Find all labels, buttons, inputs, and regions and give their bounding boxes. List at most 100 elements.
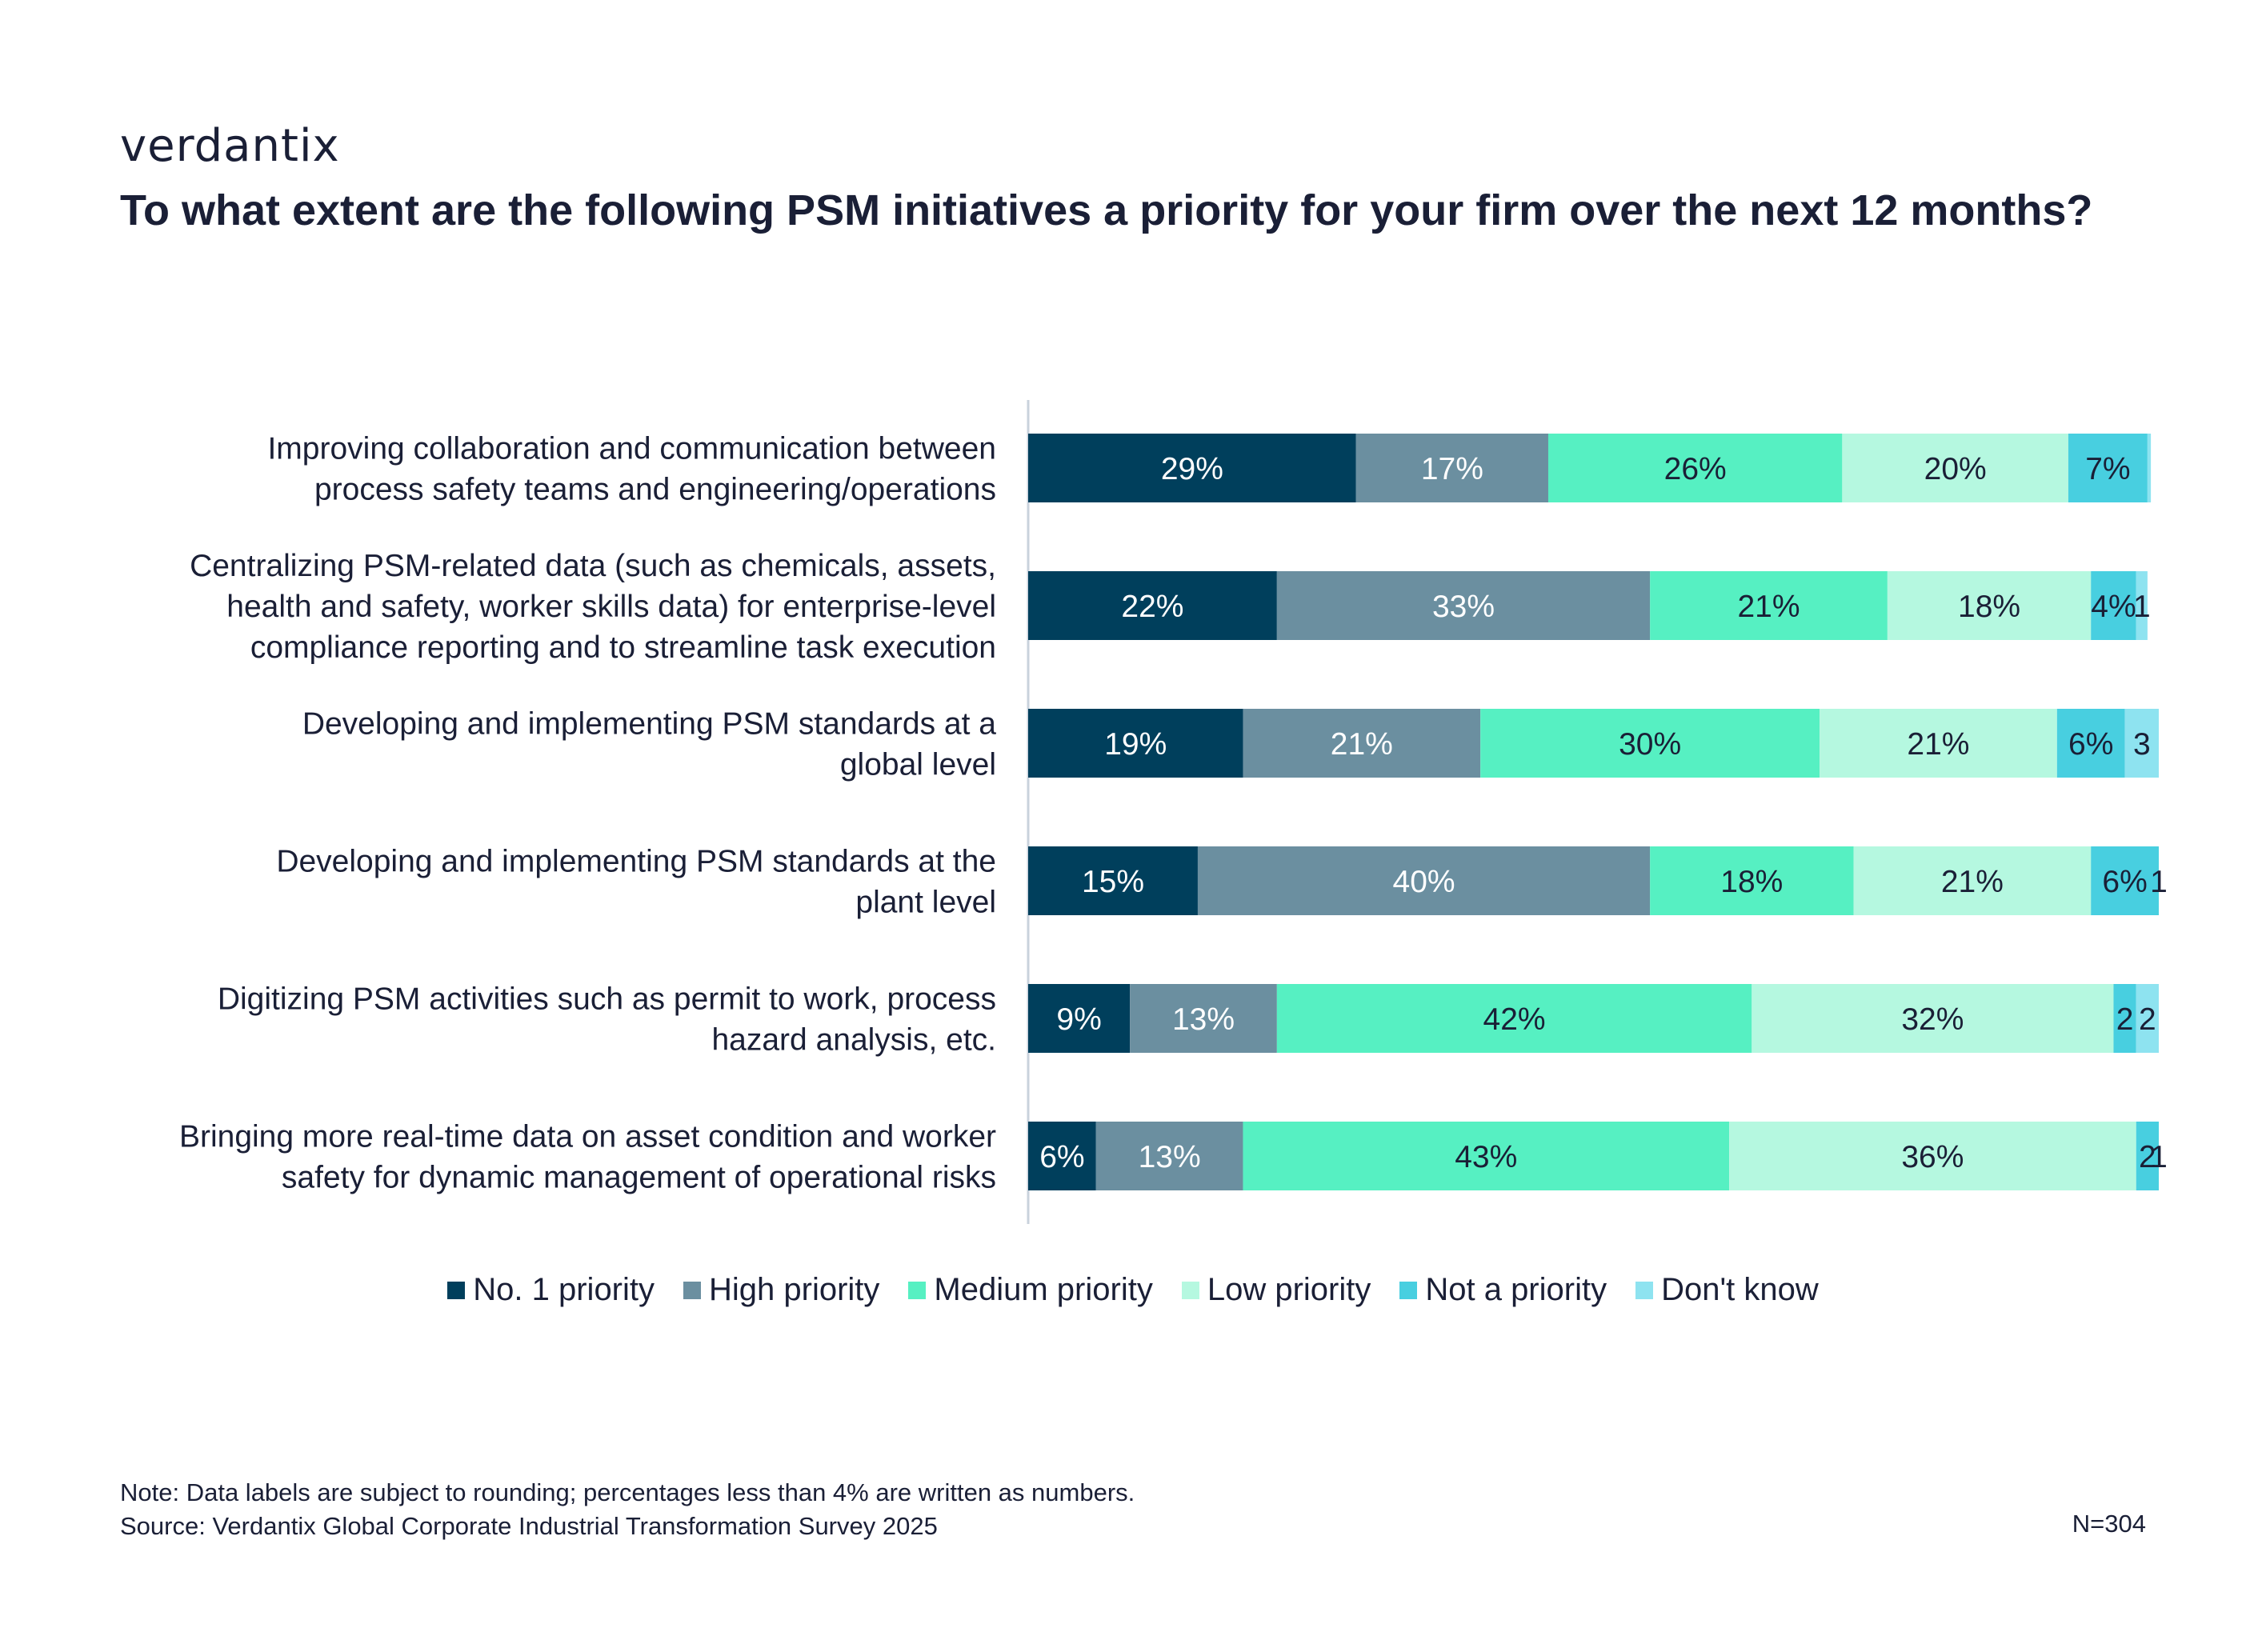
bar-segment: [1276, 571, 1651, 640]
data-label: 19%: [1104, 727, 1167, 762]
data-label: 13%: [1139, 1140, 1201, 1174]
data-label: 21%: [1737, 590, 1800, 624]
data-label: 36%: [1901, 1140, 1964, 1174]
legend-swatch: [447, 1281, 466, 1299]
category-label: Developing and implementing PSM standard…: [276, 845, 996, 920]
data-label: 22%: [1121, 590, 1183, 624]
legend-label: Not a priority: [1425, 1272, 1607, 1307]
data-label: 40%: [1393, 865, 1455, 899]
data-label: 1: [2133, 590, 2151, 624]
bar-segment: [1820, 709, 2057, 778]
bar-segment: [1729, 1122, 2136, 1190]
data-label: 18%: [1958, 590, 2020, 624]
bar-segment: [1547, 434, 1843, 502]
data-label: 6%: [1039, 1140, 1084, 1174]
category-label-line: safety for dynamic management of operati…: [282, 1161, 996, 1195]
bar-segment: [1095, 1122, 1243, 1190]
bar-segment: [1028, 984, 1131, 1053]
category-label-line: hazard analysis, etc.: [711, 1023, 996, 1058]
data-label: 21%: [1941, 865, 2004, 899]
category-label-line: Digitizing PSM activities such as permit…: [218, 982, 996, 1017]
data-label: 9%: [1056, 1002, 1101, 1037]
data-label: 13%: [1172, 1002, 1235, 1037]
bar-segment: [1130, 984, 1277, 1053]
category-label-line: compliance reporting and to streamline t…: [250, 630, 996, 665]
legend-item: No. 1 priority: [447, 1272, 655, 1308]
data-label: 20%: [1924, 452, 1987, 486]
legend-swatch: [1635, 1281, 1654, 1299]
bar-segment: [2068, 434, 2148, 502]
data-label: 2: [2139, 1002, 2156, 1037]
bar-segment: [2113, 984, 2136, 1053]
bar-segment: [1028, 846, 1198, 915]
legend-item: High priority: [683, 1272, 879, 1308]
legend-label: Don't know: [1661, 1272, 1819, 1307]
bar-segment: [2136, 571, 2148, 640]
data-label: 18%: [1720, 865, 1783, 899]
data-label: 4%: [2091, 590, 2136, 624]
category-label: Bringing more real-time data on asset co…: [179, 1120, 996, 1195]
legend-label: Low priority: [1207, 1272, 1371, 1307]
data-label: 30%: [1619, 727, 1681, 762]
data-label: 2: [2116, 1002, 2134, 1037]
category-label: Improving collaboration and communicatio…: [267, 432, 996, 507]
category-label: Centralizing PSM-related data (such as c…: [190, 549, 996, 665]
bar-segment: [2091, 571, 2136, 640]
data-label: 1: [2150, 1140, 2168, 1174]
bar-segment: [1028, 709, 1243, 778]
legend-swatch: [908, 1281, 927, 1299]
bar-segment: [1853, 846, 2092, 915]
category-label-line: Developing and implementing PSM standard…: [302, 707, 996, 742]
data-label: 42%: [1483, 1002, 1546, 1037]
verdantix-logo: verdantix: [120, 120, 340, 172]
bar-segment: [1650, 846, 1854, 915]
data-label: 6%: [2068, 727, 2113, 762]
data-label: 3: [2133, 727, 2151, 762]
bar-segment: [1480, 709, 1820, 778]
bar-segment: [2091, 846, 2159, 915]
bar-segment: [1752, 984, 2114, 1053]
data-label: 32%: [1901, 1002, 1964, 1037]
legend-swatch: [1399, 1281, 1418, 1299]
bar-segment: [1887, 571, 2092, 640]
category-label-line: process safety teams and engineering/ope…: [314, 473, 996, 507]
data-label: 6%: [2102, 865, 2147, 899]
bar-segment: [1028, 1122, 1096, 1190]
chart-legend: No. 1 priority High priority Medium priori…: [0, 1272, 2266, 1308]
bar-segment: [2124, 709, 2159, 778]
bar-segment: [1650, 571, 1888, 640]
bar-segment: [1197, 846, 1651, 915]
bar-segment: [1842, 434, 2068, 502]
bar-segment: [1355, 434, 1548, 502]
bar-segment: [2136, 984, 2159, 1053]
legend-item: Medium priority: [908, 1272, 1153, 1308]
category-label-line: Improving collaboration and communicatio…: [267, 432, 996, 466]
category-label: Developing and implementing PSM standard…: [302, 707, 996, 782]
legend-item: Not a priority: [1399, 1272, 1607, 1308]
footer-notes: Note: Data labels are subject to roundin…: [120, 1476, 1135, 1543]
footer-source: Source: Verdantix Global Corporate Indus…: [120, 1512, 938, 1540]
category-label-line: health and safety, worker skills data) f…: [226, 590, 996, 624]
bar-segment: [1028, 434, 1356, 502]
data-label: 15%: [1082, 865, 1144, 899]
legend-swatch: [683, 1281, 702, 1299]
data-label: 21%: [1907, 727, 1969, 762]
bar-segment: [2136, 1122, 2159, 1190]
legend-swatch: [1181, 1281, 1199, 1299]
category-label-line: plant level: [855, 886, 996, 920]
data-label: 17%: [1421, 452, 1483, 486]
category-label-line: Centralizing PSM-related data (such as c…: [190, 549, 996, 583]
sample-size: N=304: [2072, 1510, 2146, 1538]
footer-note: Note: Data labels are subject to roundin…: [120, 1478, 1135, 1506]
bar-segment: [2056, 709, 2125, 778]
legend-item: Don't know: [1635, 1272, 1819, 1308]
data-label: 43%: [1455, 1140, 1517, 1174]
data-label: 33%: [1432, 590, 1495, 624]
data-label: 29%: [1161, 452, 1223, 486]
legend-label: No. 1 priority: [473, 1272, 655, 1307]
bar-segment: [1243, 1122, 1730, 1190]
legend-label: Medium priority: [934, 1272, 1153, 1307]
data-label: 26%: [1664, 452, 1727, 486]
data-label: 21%: [1331, 727, 1393, 762]
